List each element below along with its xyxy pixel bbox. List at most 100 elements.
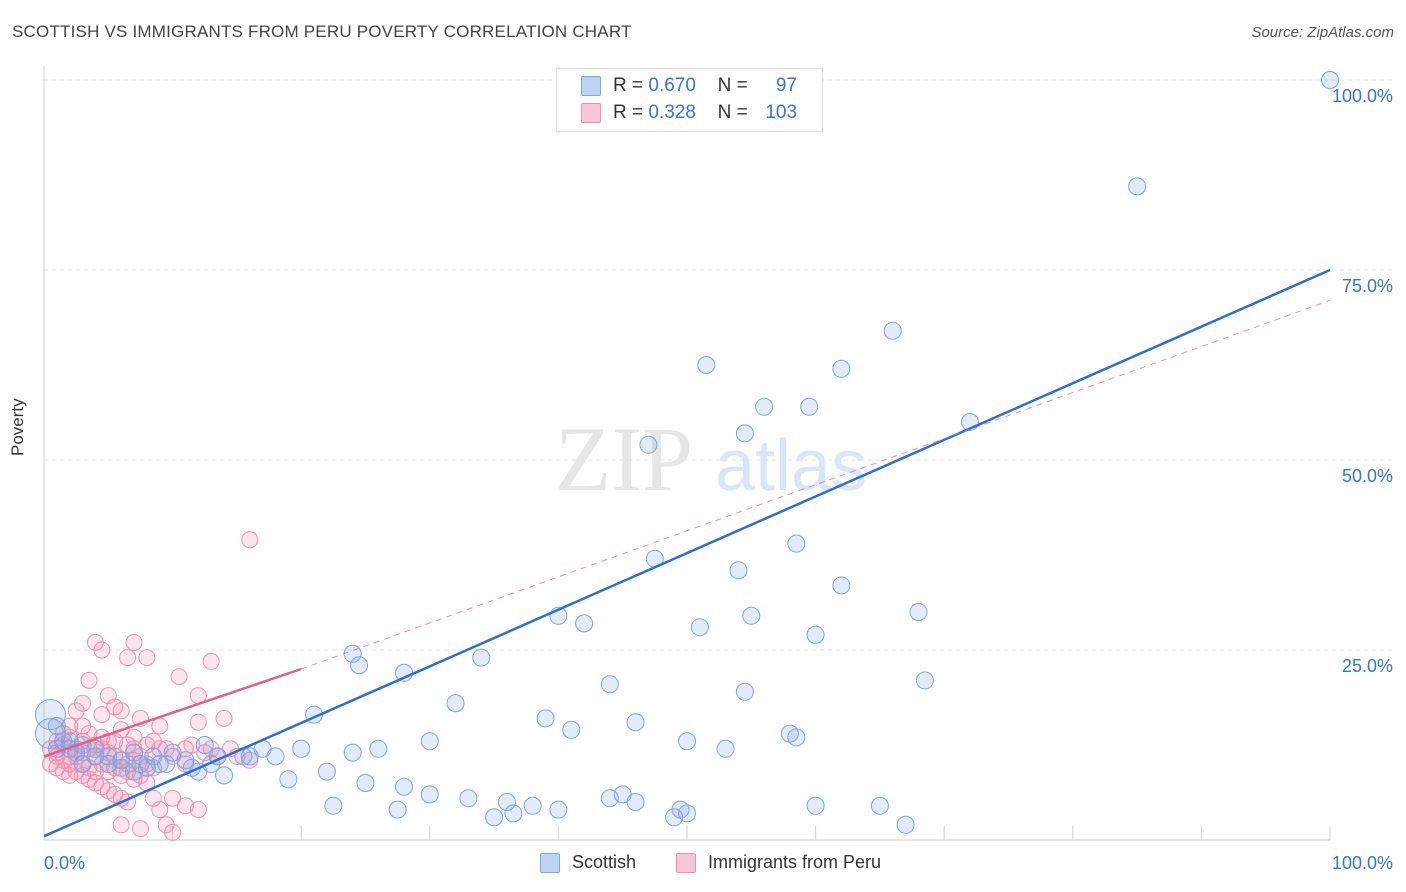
scottish-point-78 — [395, 777, 414, 796]
peru-point-18 — [189, 713, 207, 731]
peru-point-86 — [164, 823, 182, 841]
scottish-point-89 — [678, 804, 696, 823]
scottish-point-39 — [292, 739, 311, 758]
peru-point-80 — [164, 789, 182, 807]
legend-row-scottish: R = 0.670 N = 97 — [581, 74, 797, 98]
scottish-point-29 — [536, 709, 555, 728]
scottish-point-44 — [195, 736, 214, 754]
legend-n-label-scottish: N = — [717, 75, 748, 96]
scottish-point-86 — [626, 793, 645, 811]
scottish-point-19 — [690, 618, 709, 637]
peru-point-1 — [125, 633, 143, 651]
scottish-point-75 — [279, 770, 298, 789]
watermark-zip: ZIP — [555, 408, 693, 510]
bottom-legend-peru-label: Immigrants from Peru — [708, 852, 882, 872]
scottish-point-61 — [34, 699, 66, 731]
bottom-legend-scottish[interactable]: Scottish — [540, 852, 636, 873]
scottish-point-27 — [446, 694, 465, 713]
bottom-legend: Scottish Immigrants from Peru — [0, 852, 1406, 878]
scottish-point-14 — [909, 603, 928, 621]
watermark-atlas: atlas — [715, 426, 867, 506]
bottom-swatch-scottish — [540, 852, 560, 873]
scottish-point-91 — [388, 800, 407, 819]
scottish-point-34 — [716, 739, 735, 758]
scottish-point-15 — [742, 606, 761, 625]
scottish-point-9 — [639, 435, 658, 454]
trend-lines — [43, 268, 1331, 838]
scottish-point-31 — [562, 720, 581, 739]
scottish-point-77 — [356, 774, 375, 792]
x-tick-label-1: 100.0% — [1332, 853, 1393, 873]
peru-point-14 — [112, 702, 130, 720]
legend-n-value-peru: 103 — [765, 102, 798, 123]
peru-point-6 — [202, 652, 220, 670]
scottish-point-80 — [459, 789, 478, 808]
scottish-point-6 — [800, 397, 819, 416]
scottish-point-82 — [523, 796, 542, 815]
legend-box: R = 0.670 N = 97 R = 0.328 N = 103 — [556, 68, 823, 132]
legend-r-value-scottish: 0.670 — [648, 75, 696, 96]
scottish-point-90 — [324, 796, 343, 815]
scottish-point-1 — [1128, 177, 1147, 196]
scottish-point-21 — [472, 648, 491, 667]
peru-point-7 — [170, 668, 188, 686]
bottom-legend-peru[interactable]: Immigrants from Peru — [676, 852, 881, 873]
y-tick-label-2: 75.0% — [1342, 276, 1393, 296]
legend-swatch-scottish — [581, 76, 601, 96]
scottish-point-8 — [735, 424, 754, 443]
scottish-point-95 — [870, 796, 889, 815]
peru-point-19 — [215, 709, 233, 727]
scottish-point-5 — [755, 397, 774, 416]
peru-point-8 — [80, 671, 98, 689]
scottish-trend-line — [43, 268, 1331, 838]
scottish-point-42 — [240, 747, 259, 766]
y-tick-label-1: 50.0% — [1342, 466, 1393, 486]
scottish-point-3 — [832, 359, 851, 378]
y-tick-label-3: 100.0% — [1332, 86, 1393, 106]
scottish-point-94 — [806, 796, 825, 815]
bottom-swatch-peru — [676, 852, 696, 873]
scottish-point-36 — [420, 732, 439, 751]
peru-point-15 — [93, 706, 111, 724]
scottish-point-33 — [787, 728, 806, 747]
watermark: ZIP atlas — [555, 408, 867, 510]
scottish-point-18 — [806, 625, 825, 644]
scottish-point-81 — [497, 793, 516, 811]
x-tick-label-0: 0.0% — [44, 853, 85, 873]
peru-point-0 — [241, 531, 259, 549]
peru-trend-line — [43, 667, 302, 758]
chart-title: SCOTTISH VS IMMIGRANTS FROM PERU POVERTY… — [12, 22, 632, 41]
peru-point-93 — [125, 728, 143, 746]
peru-point-5 — [119, 649, 137, 667]
scottish-point-79 — [420, 785, 439, 804]
scottish-point-74 — [215, 766, 234, 785]
legend-row-peru: R = 0.328 N = 103 — [581, 101, 797, 125]
scottish-point-83 — [549, 800, 568, 819]
scottish-point-25 — [600, 675, 619, 694]
scottish-point-17 — [575, 614, 594, 633]
scottish-point-10 — [787, 534, 806, 553]
scottish-point-0 — [1321, 71, 1339, 89]
peru-point-81 — [176, 797, 194, 815]
peru-point-84 — [131, 820, 149, 838]
scottish-point-70 — [150, 755, 169, 773]
axes — [43, 66, 1331, 841]
legend-r-value-peru: 0.328 — [648, 102, 696, 123]
peru-point-83 — [112, 816, 130, 834]
scottish-point-4 — [697, 356, 716, 374]
scottish-point-12 — [729, 561, 748, 580]
scottish-point-30 — [626, 713, 645, 732]
scottish-point-55 — [73, 755, 92, 773]
scottish-point-76 — [317, 762, 336, 781]
scottish-point-22 — [350, 656, 369, 675]
scottish-point-24 — [915, 671, 934, 690]
legend-n-value-scottish: 97 — [775, 75, 798, 96]
scottish-point-35 — [678, 732, 696, 751]
chart-source: Source: ZipAtlas.com — [1251, 24, 1394, 41]
bottom-legend-scottish-label: Scottish — [572, 852, 637, 872]
legend-r-label-peru: R = — [613, 102, 644, 123]
scottish-point-38 — [343, 743, 362, 762]
peru-point-79 — [151, 801, 169, 819]
grid-lines — [44, 79, 1392, 651]
